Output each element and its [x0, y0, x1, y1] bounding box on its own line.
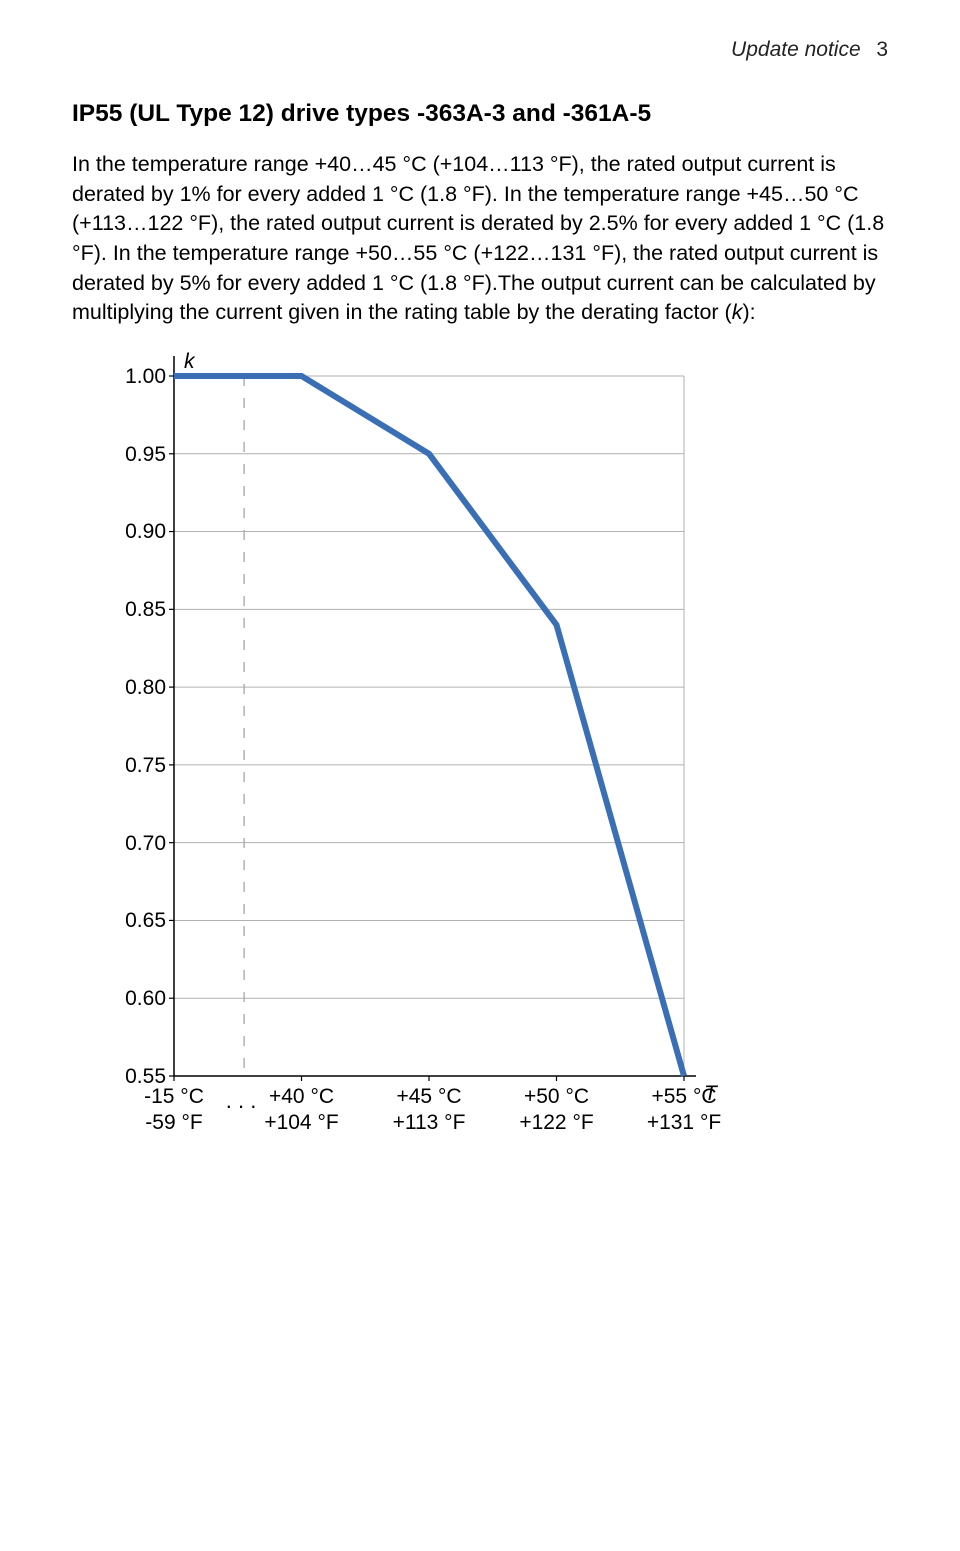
y-tick-label: 0.65 — [112, 909, 166, 933]
k-symbol-inline: k — [732, 300, 743, 324]
page: Update notice 3 IP55 (UL Type 12) drive … — [0, 0, 960, 1551]
page-number: 3 — [876, 38, 888, 61]
x-axis-label: T — [704, 1082, 717, 1106]
y-tick-label: 0.80 — [112, 676, 166, 700]
y-tick-label: 0.70 — [112, 832, 166, 856]
y-tick-label: 1.00 — [112, 365, 166, 389]
y-tick-label: 0.85 — [112, 598, 166, 622]
header-title: Update notice — [731, 38, 861, 61]
x-tick-label: +40 °C+104 °F — [252, 1084, 352, 1137]
running-header: Update notice 3 — [72, 38, 888, 62]
y-tick-label: 0.95 — [112, 443, 166, 467]
paragraph-text-b: ): — [742, 300, 755, 324]
body-paragraph: In the temperature range +40…45 °C (+104… — [72, 150, 888, 328]
chart-svg — [138, 336, 698, 1096]
x-tick-label: +45 °C+113 °F — [379, 1084, 479, 1137]
y-tick-label: 0.75 — [112, 754, 166, 778]
section-title: IP55 (UL Type 12) drive types -363A-3 an… — [72, 100, 888, 128]
y-axis-label: k — [184, 350, 195, 374]
x-tick-label: +55 °C+131 °F — [634, 1084, 734, 1137]
axis-break-ellipsis: . . . — [226, 1088, 257, 1114]
x-tick-label: -15 °C-59 °F — [124, 1084, 224, 1137]
derating-line — [174, 376, 684, 1076]
x-tick-label: +50 °C+122 °F — [507, 1084, 607, 1137]
y-tick-label: 0.90 — [112, 520, 166, 544]
derating-chart: k1.000.950.900.850.800.750.700.650.600.5… — [72, 336, 698, 1166]
y-tick-label: 0.60 — [112, 987, 166, 1011]
paragraph-text-a: In the temperature range +40…45 °C (+104… — [72, 152, 884, 324]
